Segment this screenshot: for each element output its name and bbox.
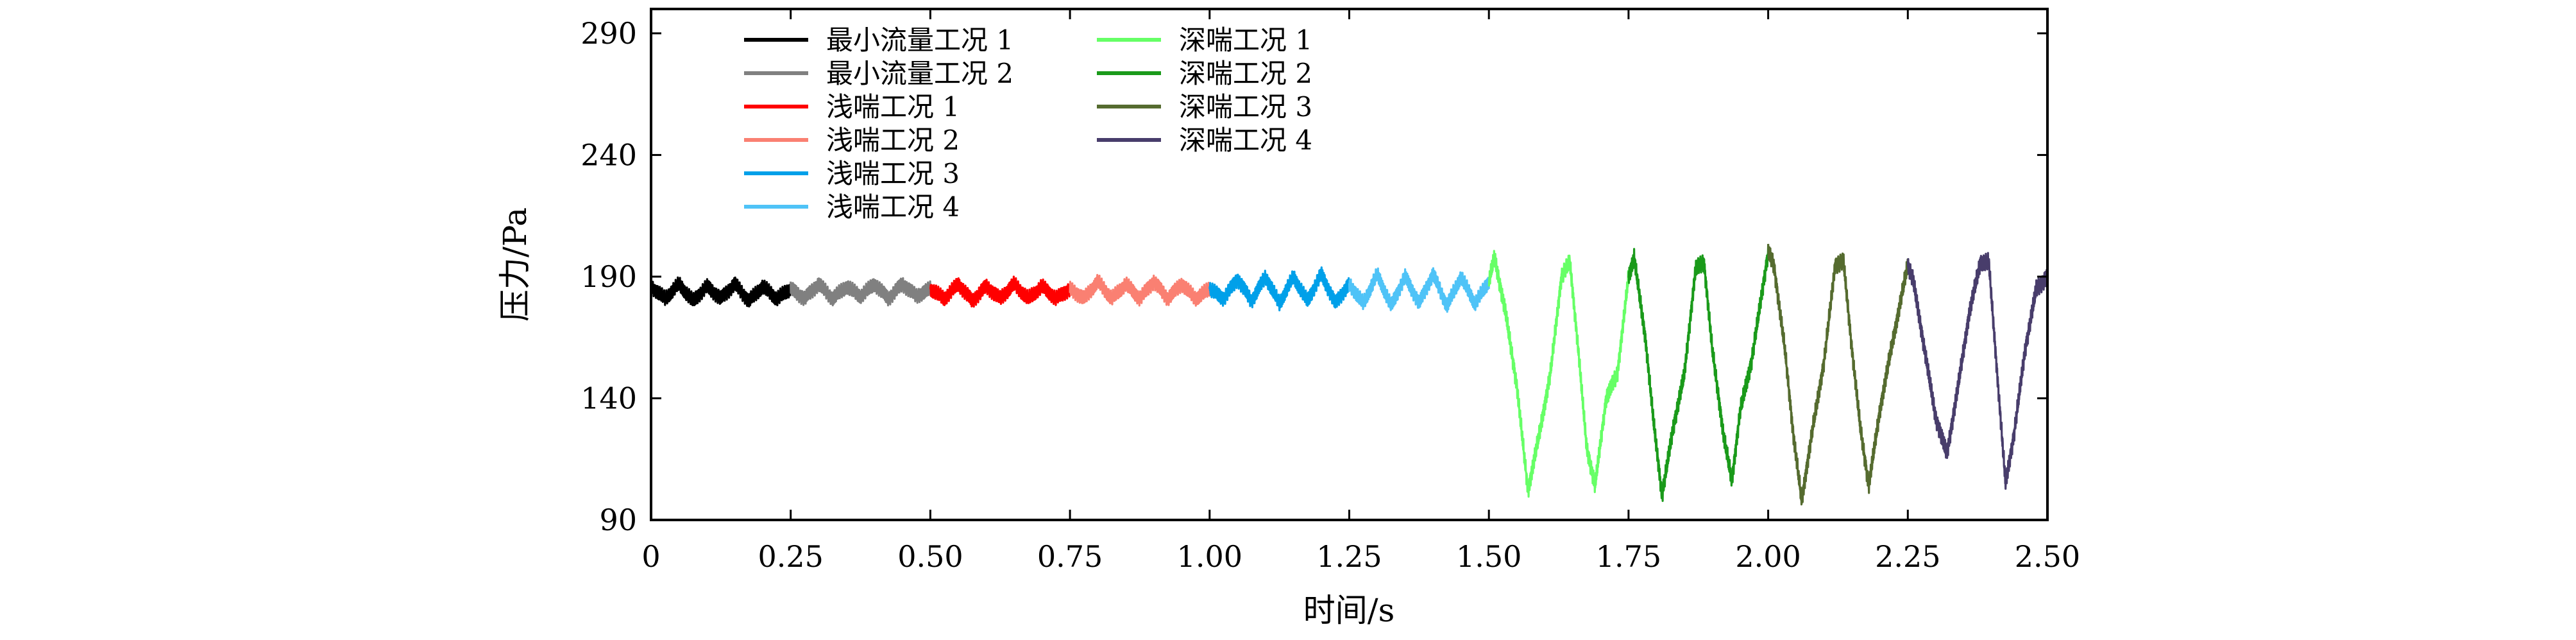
x-tick-label: 2.50: [2015, 539, 2080, 574]
legend-label-3: 浅喘工况 1: [826, 91, 960, 123]
x-axis-ticks: 0 0.25 0.50 0.75 1.00 1.25 1.50 1.75 2.00 2.25 2.5…: [641, 9, 2080, 574]
legend-label-4: 浅喘工况 2: [826, 125, 960, 156]
legend-label-6: 浅喘工况 4: [826, 191, 960, 223]
legend-label-8: 深喘工况 2: [1179, 58, 1312, 89]
series-line-2: [790, 277, 931, 307]
legend-label-5: 浅喘工况 3: [826, 158, 960, 189]
x-tick-label: 2.00: [1735, 539, 1801, 574]
series-layer: [650, 243, 2049, 506]
y-tick-label: 240: [580, 137, 637, 172]
x-tick-label: 1.50: [1456, 539, 1521, 574]
y-axis-label: 压力/Pa: [496, 207, 534, 322]
x-tick-label: 1.25: [1316, 539, 1382, 574]
series-line-7: [1487, 250, 1630, 498]
legend-label-2: 最小流量工况 2: [826, 58, 1013, 89]
y-tick-label: 140: [580, 381, 637, 415]
x-axis-label: 时间/s: [1303, 592, 1395, 629]
series-line-9: [1767, 243, 1909, 506]
x-tick-label: 2.25: [1875, 539, 1940, 574]
series-line-10: [1906, 252, 2049, 490]
y-tick-label: 90: [599, 503, 637, 537]
legend-label-1: 最小流量工况 1: [826, 24, 1013, 56]
series-line-1: [650, 276, 792, 307]
legend-label-9: 深喘工况 3: [1179, 91, 1312, 123]
series-line-6: [1348, 267, 1490, 313]
x-tick-label: 1.00: [1177, 539, 1242, 574]
series-line-8: [1627, 245, 1770, 502]
legend-label-10: 深喘工况 4: [1179, 125, 1312, 156]
legend-label-7: 深喘工况 1: [1179, 24, 1312, 56]
x-tick-label: 1.75: [1596, 539, 1661, 574]
series-line-4: [1069, 273, 1211, 307]
x-tick-label: 0.75: [1037, 539, 1103, 574]
y-tick-label: 190: [580, 259, 637, 294]
x-tick-label: 0.50: [897, 539, 963, 574]
x-tick-label: 0.25: [758, 539, 823, 574]
y-tick-label: 290: [580, 16, 637, 51]
series-line-5: [1208, 266, 1351, 311]
y-axis-ticks: 90 140 190 240 290: [580, 16, 2047, 537]
series-line-3: [929, 275, 1071, 308]
x-tick-label: 0: [641, 539, 660, 574]
